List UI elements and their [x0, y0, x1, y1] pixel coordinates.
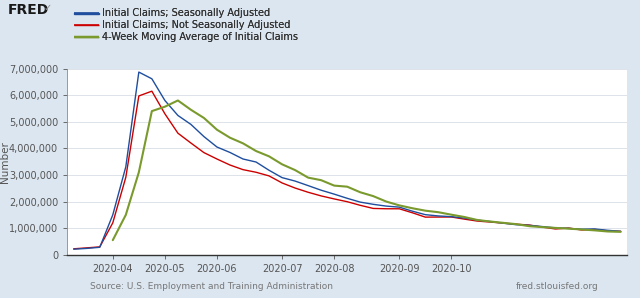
- Text: Initial Claims; Seasonally Adjusted: Initial Claims; Seasonally Adjusted: [102, 8, 271, 18]
- Text: Source: U.S. Employment and Training Administration: Source: U.S. Employment and Training Adm…: [90, 282, 333, 291]
- Text: ✓: ✓: [44, 3, 52, 13]
- Text: fred.stlouisfed.org: fred.stlouisfed.org: [515, 282, 598, 291]
- Text: FRED: FRED: [8, 3, 49, 17]
- Text: Initial Claims; Not Seasonally Adjusted: Initial Claims; Not Seasonally Adjusted: [102, 20, 291, 30]
- Text: 4-Week Moving Average of Initial Claims: 4-Week Moving Average of Initial Claims: [102, 32, 298, 42]
- Text: Initial Claims; Not Seasonally Adjusted: Initial Claims; Not Seasonally Adjusted: [102, 20, 291, 30]
- Y-axis label: Number: Number: [0, 141, 10, 183]
- Text: Initial Claims; Seasonally Adjusted: Initial Claims; Seasonally Adjusted: [102, 8, 271, 18]
- Text: 4-Week Moving Average of Initial Claims: 4-Week Moving Average of Initial Claims: [102, 32, 298, 42]
